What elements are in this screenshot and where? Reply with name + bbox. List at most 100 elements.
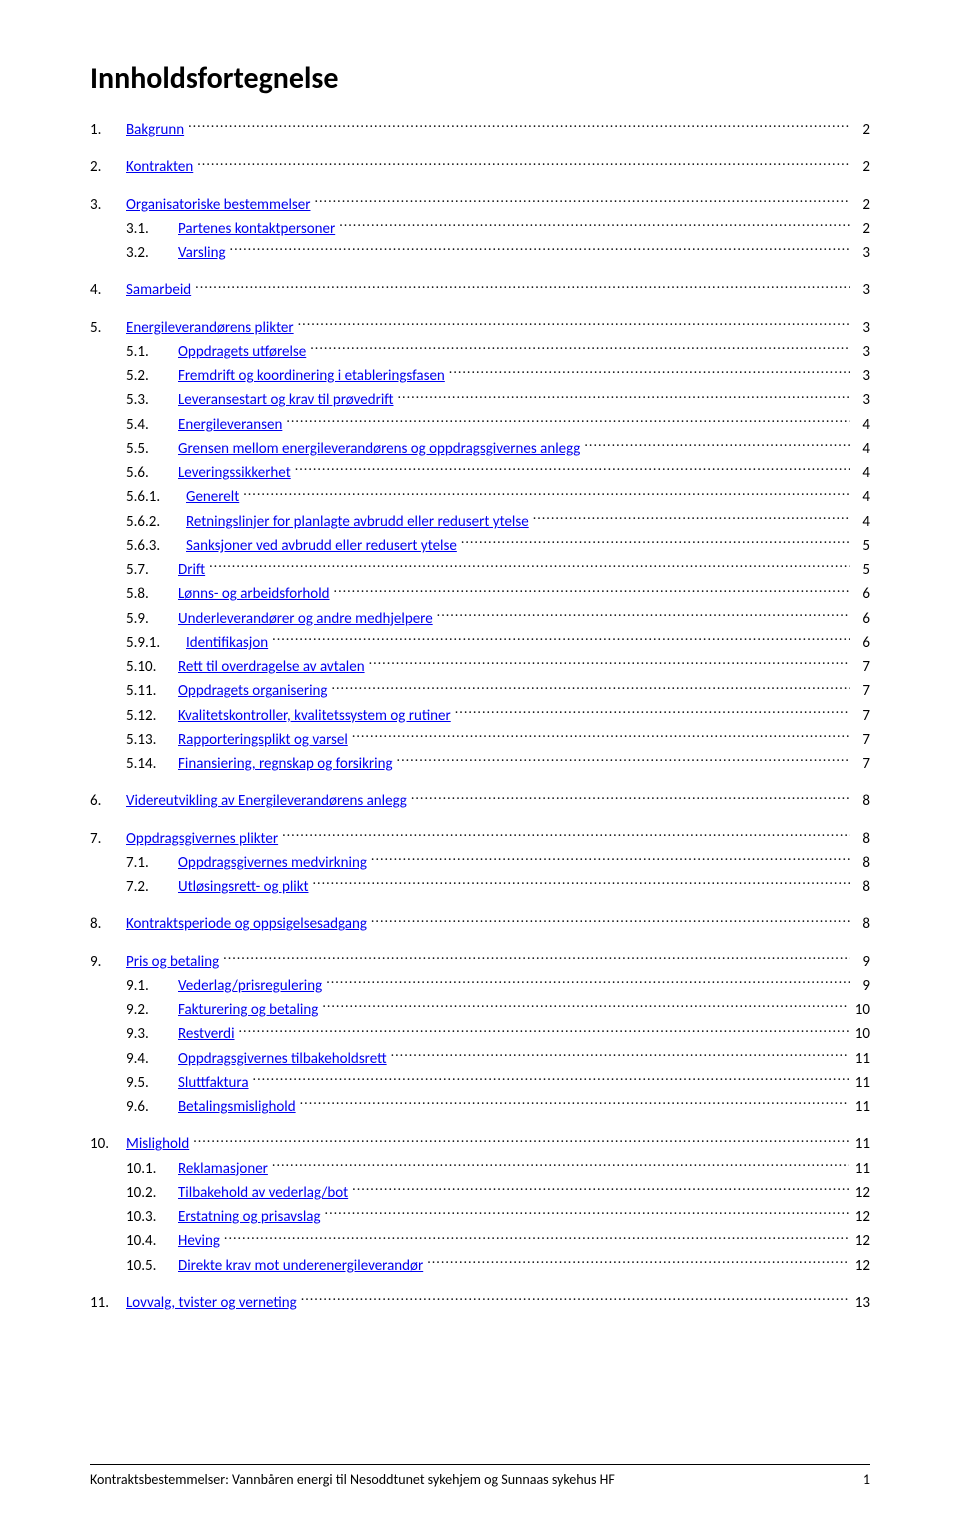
toc-entry[interactable]: 5.1.Oppdragets utførelse3	[90, 341, 870, 364]
toc-entry-label[interactable]: Underleverandører og andre medhjelpere	[178, 608, 437, 631]
toc-entry[interactable]: 5.14.Finansiering, regnskap og forsikrin…	[90, 753, 870, 776]
toc-entry-page: 7	[850, 680, 870, 703]
toc-entry-label[interactable]: Mislighold	[126, 1133, 193, 1156]
toc-entry[interactable]: 3.1.Partenes kontaktpersoner2	[90, 218, 870, 241]
toc-entry-number: 11.	[90, 1292, 126, 1315]
toc-entry[interactable]: 9.6.Betalingsmislighold11	[90, 1096, 870, 1119]
toc-entry-label[interactable]: Lovvalg, tvister og verneting	[126, 1292, 301, 1315]
toc-entry-label[interactable]: Restverdi	[178, 1023, 239, 1046]
toc-entry[interactable]: 10.5.Direkte krav mot underenergileveran…	[90, 1255, 870, 1278]
toc-entry[interactable]: 8.Kontraktsperiode og oppsigelsesadgang8	[90, 913, 870, 936]
toc-leader-dots	[230, 242, 850, 257]
toc-entry[interactable]: 5.6.2.Retningslinjer for planlagte avbru…	[90, 511, 870, 534]
toc-entry[interactable]: 5.5.Grensen mellom energileverandørens o…	[90, 438, 870, 461]
toc-entry-label[interactable]: Identifikasjon	[186, 632, 272, 655]
toc-entry[interactable]: 5.6.Leveringssikkerhet4	[90, 462, 870, 485]
toc-entry-label[interactable]: Erstatning og prisavslag	[178, 1206, 325, 1229]
toc-entry-label[interactable]: Oppdragsgivernes tilbakeholdsrett	[178, 1048, 391, 1071]
toc-entry[interactable]: 5.8.Lønns- og arbeidsforhold6	[90, 583, 870, 606]
toc-entry-label[interactable]: Energileverandørens plikter	[126, 317, 298, 340]
toc-entry[interactable]: 5.9.Underleverandører og andre medhjelpe…	[90, 608, 870, 631]
toc-entry[interactable]: 10.Mislighold11	[90, 1133, 870, 1156]
toc-entry[interactable]: 7.2.Utløsingsrett- og plikt8	[90, 876, 870, 899]
toc-entry-label[interactable]: Betalingsmislighold	[178, 1096, 300, 1119]
toc-entry[interactable]: 9.1.Vederlag/prisregulering9	[90, 975, 870, 998]
toc-entry-label[interactable]: Direkte krav mot underenergileverandør	[178, 1255, 427, 1278]
toc-entry-label[interactable]: Grensen mellom energileverandørens og op…	[178, 438, 584, 461]
toc-entry[interactable]: 10.4.Heving12	[90, 1230, 870, 1253]
toc-entry-page: 4	[850, 414, 870, 437]
toc-entry-label[interactable]: Oppdragets utførelse	[178, 341, 310, 364]
toc-entry-label[interactable]: Organisatoriske bestemmelser	[126, 194, 314, 217]
toc-entry-number: 5.6.	[126, 462, 178, 485]
toc-entry-label[interactable]: Vederlag/prisregulering	[178, 975, 326, 998]
footer-text-left: Kontraktsbestemmelser: Vannbåren energi …	[90, 1471, 615, 1488]
toc-entry[interactable]: 5.6.1.Generelt4	[90, 486, 870, 509]
toc-entry-label[interactable]: Oppdragsgivernes medvirkning	[178, 852, 371, 875]
toc-entry-label[interactable]: Lønns- og arbeidsforhold	[178, 583, 334, 606]
toc-entry-label[interactable]: Samarbeid	[126, 279, 195, 302]
toc-entry[interactable]: 5.11.Oppdragets organisering7	[90, 680, 870, 703]
toc-entry[interactable]: 5.2.Fremdrift og koordinering i etableri…	[90, 365, 870, 388]
toc-leader-dots	[369, 656, 850, 671]
toc-entry[interactable]: 5.6.3.Sanksjoner ved avbrudd eller redus…	[90, 535, 870, 558]
toc-entry[interactable]: 9.2.Fakturering og betaling10	[90, 999, 870, 1022]
toc-entry[interactable]: 5.Energileverandørens plikter3	[90, 317, 870, 340]
toc-entry[interactable]: 5.9.1.Identifikasjon6	[90, 632, 870, 655]
toc-entry[interactable]: 9.Pris og betaling9	[90, 951, 870, 974]
toc-entry-label[interactable]: Partenes kontaktpersoner	[178, 218, 339, 241]
toc-entry[interactable]: 3.Organisatoriske bestemmelser2	[90, 194, 870, 217]
toc-entry[interactable]: 9.4.Oppdragsgivernes tilbakeholdsrett11	[90, 1048, 870, 1071]
toc-entry[interactable]: 7.1.Oppdragsgivernes medvirkning8	[90, 852, 870, 875]
toc-entry-label[interactable]: Utløsingsrett- og plikt	[178, 876, 313, 899]
toc-entry[interactable]: 7.Oppdragsgivernes plikter8	[90, 828, 870, 851]
toc-entry[interactable]: 9.5.Sluttfaktura11	[90, 1072, 870, 1095]
toc-entry-label[interactable]: Leveringssikkerhet	[178, 462, 295, 485]
toc-entry-label[interactable]: Finansiering, regnskap og forsikring	[178, 753, 397, 776]
toc-leader-dots	[398, 389, 851, 404]
toc-entry-label[interactable]: Heving	[178, 1230, 224, 1253]
toc-entry-number: 5.9.1.	[126, 632, 186, 655]
toc-entry[interactable]: 4.Samarbeid3	[90, 279, 870, 302]
toc-entry[interactable]: 5.13.Rapporteringsplikt og varsel7	[90, 729, 870, 752]
toc-entry[interactable]: 9.3.Restverdi10	[90, 1023, 870, 1046]
toc-entry-label[interactable]: Rapporteringsplikt og varsel	[178, 729, 352, 752]
toc-entry[interactable]: 10.1.Reklamasjoner11	[90, 1158, 870, 1181]
toc-entry-label[interactable]: Pris og betaling	[126, 951, 223, 974]
toc-entry-label[interactable]: Kontrakten	[126, 156, 197, 179]
toc-entry-label[interactable]: Energileveransen	[178, 414, 286, 437]
toc-entry-label[interactable]: Generelt	[186, 486, 243, 509]
toc-entry[interactable]: 5.10.Rett til overdragelse av avtalen7	[90, 656, 870, 679]
toc-entry[interactable]: 10.3.Erstatning og prisavslag12	[90, 1206, 870, 1229]
toc-entry-page: 7	[850, 753, 870, 776]
toc-entry-label[interactable]: Tilbakehold av vederlag/bot	[178, 1182, 352, 1205]
toc-entry-label[interactable]: Fremdrift og koordinering i etableringsf…	[178, 365, 449, 388]
toc-entry[interactable]: 5.12.Kvalitetskontroller, kvalitetssyste…	[90, 705, 870, 728]
page-footer: Kontraktsbestemmelser: Vannbåren energi …	[90, 1464, 870, 1488]
toc-entry[interactable]: 5.4.Energileveransen4	[90, 414, 870, 437]
toc-entry-label[interactable]: Videreutvikling av Energileverandørens a…	[126, 790, 411, 813]
toc-entry-label[interactable]: Rett til overdragelse av avtalen	[178, 656, 369, 679]
toc-entry-label[interactable]: Varsling	[178, 242, 230, 265]
toc-entry[interactable]: 5.3.Leveransestart og krav til prøvedrif…	[90, 389, 870, 412]
toc-entry-label[interactable]: Reklamasjoner	[178, 1158, 272, 1181]
toc-entry[interactable]: 10.2.Tilbakehold av vederlag/bot12	[90, 1182, 870, 1205]
toc-entry[interactable]: 3.2.Varsling3	[90, 242, 870, 265]
toc-entry-label[interactable]: Drift	[178, 559, 209, 582]
toc-entry[interactable]: 1.Bakgrunn2	[90, 119, 870, 142]
toc-entry[interactable]: 6.Videreutvikling av Energileverandørens…	[90, 790, 870, 813]
toc-entry-label[interactable]: Oppdragsgivernes plikter	[126, 828, 282, 851]
toc-entry-label[interactable]: Leveransestart og krav til prøvedrift	[178, 389, 398, 412]
toc-entry-label[interactable]: Retningslinjer for planlagte avbrudd ell…	[186, 511, 533, 534]
toc-entry-label[interactable]: Bakgrunn	[126, 119, 188, 142]
toc-entry-label[interactable]: Sluttfaktura	[178, 1072, 253, 1095]
toc-entry-label[interactable]: Oppdragets organisering	[178, 680, 331, 703]
toc-entry-label[interactable]: Kvalitetskontroller, kvalitetssystem og …	[178, 705, 455, 728]
toc-entry[interactable]: 2.Kontrakten2	[90, 156, 870, 179]
toc-entry-label[interactable]: Fakturering og betaling	[178, 999, 322, 1022]
toc-entry-page: 9	[850, 951, 870, 974]
toc-entry[interactable]: 11.Lovvalg, tvister og verneting13	[90, 1292, 870, 1315]
toc-entry-label[interactable]: Sanksjoner ved avbrudd eller redusert yt…	[186, 535, 461, 558]
toc-entry-label[interactable]: Kontraktsperiode og oppsigelsesadgang	[126, 913, 371, 936]
toc-entry[interactable]: 5.7.Drift5	[90, 559, 870, 582]
